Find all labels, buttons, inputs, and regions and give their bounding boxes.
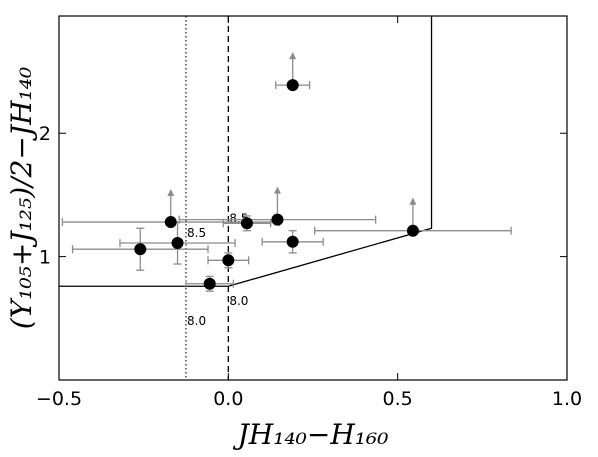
data-point-1: [164, 216, 177, 229]
arrow-head-1: [167, 189, 175, 197]
data-points: [134, 79, 419, 290]
selection-boundary: [59, 16, 433, 287]
reference-lines: [185, 16, 229, 380]
arrow-head-9: [409, 197, 417, 205]
data-point-8: [286, 79, 299, 92]
data-point-6: [271, 213, 284, 226]
axis-ticks: −0.5 0.0 0.5 1.0 1 2: [36, 16, 582, 410]
x-axis-label: JH₁₄₀−H₁₆₀: [233, 418, 389, 451]
y-tick-label-0: 1: [39, 247, 51, 269]
data-point-0: [134, 243, 147, 256]
annotation-label-0: 8.5: [187, 226, 206, 240]
model-annotations: 8.58.58.08.0: [187, 211, 248, 327]
data-point-2: [171, 237, 184, 250]
selection-region: [59, 16, 433, 287]
y-tick-label-1: 2: [39, 123, 51, 145]
plot-frame: [58, 15, 568, 381]
x-tick-label-1: 0.0: [213, 388, 243, 410]
y-axis-label: (Y₁₀₅+J₁₂₅)/2−JH₁₄₀: [5, 67, 38, 329]
data-point-3: [203, 277, 216, 290]
x-tick-label-3: 1.0: [552, 388, 582, 410]
arrow-head-6: [273, 186, 281, 194]
data-point-4: [222, 254, 235, 267]
annotation-label-2: 8.0: [187, 314, 206, 328]
data-point-9: [406, 224, 419, 237]
error-bars: [61, 52, 512, 292]
x-tick-label-2: 0.5: [383, 388, 413, 410]
arrow-head-8: [289, 52, 297, 60]
data-point-7: [286, 235, 299, 248]
x-tick-label-0: −0.5: [36, 388, 82, 410]
annotation-label-3: 8.0: [229, 294, 248, 308]
data-point-5: [240, 217, 253, 230]
